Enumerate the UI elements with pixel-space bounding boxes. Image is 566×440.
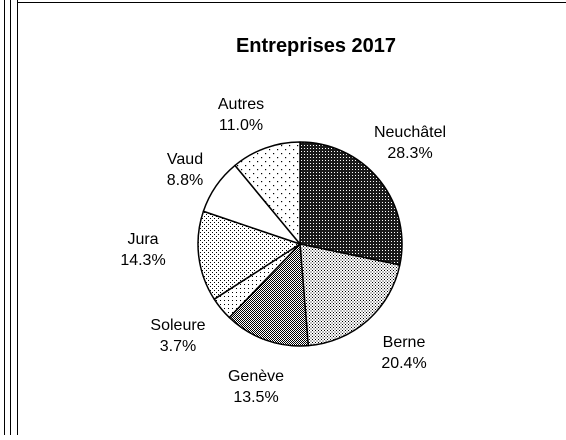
pie-slice-jura	[197, 210, 301, 300]
slice-label-value-jura: 14.3%	[120, 252, 165, 269]
pie-slices	[197, 141, 403, 347]
slice-label-value-vaud: 8.8%	[167, 172, 203, 189]
slice-label-value-berne: 20.4%	[381, 355, 426, 372]
slice-label-name-vaud: Vaud	[167, 151, 203, 168]
slice-label-value-autres: 11.0%	[219, 117, 263, 134]
slice-label-name-berne: Berne	[383, 334, 426, 351]
slice-label-value-soleure: 3.7%	[160, 338, 196, 355]
slice-label-name-neuchatel: Neuchâtel	[374, 124, 446, 141]
slice-label-name-autres: Autres	[218, 96, 264, 113]
pie-labels: Neuchâtel 28.3% Berne 20.4% Genève 13.5%…	[120, 96, 446, 406]
slice-label-value-neuchatel: 28.3%	[387, 145, 432, 162]
slice-label-name-jura: Jura	[127, 231, 158, 248]
pie-slice-berne	[299, 243, 401, 347]
pie-slice-geneve	[228, 243, 310, 347]
pie-slice-autres	[234, 141, 301, 245]
slice-label-name-soleure: Soleure	[150, 317, 205, 334]
slice-label-value-geneve: 13.5%	[233, 389, 278, 406]
pie-slice-neuchatel	[299, 141, 403, 266]
slice-label-name-geneve: Genève	[228, 368, 284, 385]
chart-title: Entreprises 2017	[236, 35, 396, 57]
